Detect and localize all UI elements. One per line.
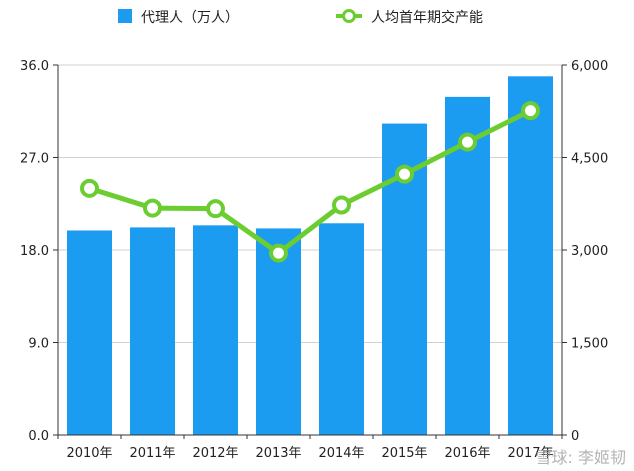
line-point-2012年 — [206, 199, 225, 219]
y-left-tick-label: 0.0 — [28, 429, 49, 444]
y-right-tick-label: 1,500 — [571, 337, 608, 352]
x-tick-label: 2014年 — [318, 446, 364, 461]
line-point-2011年 — [143, 198, 162, 218]
line-series — [80, 101, 540, 263]
line-point-2010年 — [80, 178, 99, 198]
x-tick-label: 2011年 — [129, 446, 175, 461]
legend-label-bar: 代理人（万人） — [141, 10, 239, 26]
line-series-path — [87, 108, 533, 256]
y-right-tick-label: 6,000 — [571, 59, 608, 74]
y-left-tick-label: 9.0 — [28, 337, 49, 352]
axes — [53, 64, 567, 439]
bar-2011年 — [130, 227, 175, 435]
x-tick-label: 2016年 — [444, 446, 490, 461]
watermark: 雪球: 李姬韧 — [536, 448, 626, 467]
line-point-2014年 — [332, 195, 351, 215]
bar-2013年 — [256, 228, 301, 435]
y-right-tick-label: 4,500 — [571, 152, 608, 167]
bar-2014年 — [319, 223, 364, 435]
line-point-2015年 — [395, 164, 414, 184]
legend: 代理人（万人） 人均首年期交产能 — [118, 9, 483, 26]
x-tick-label: 2010年 — [66, 446, 112, 461]
bar-2010年 — [67, 230, 112, 435]
x-tick-label: 2012年 — [192, 446, 238, 461]
watermark-text: 雪球: 李姬韧 — [536, 448, 626, 467]
bar-series — [67, 76, 553, 436]
line-point-2016年 — [458, 132, 477, 152]
legend-marker-line — [342, 9, 356, 23]
y-left-tick-label: 27.0 — [20, 152, 49, 167]
legend-label-line: 人均首年期交产能 — [371, 9, 483, 26]
bar-2017年 — [508, 76, 553, 436]
y-right-tick-label: 3,000 — [571, 244, 608, 259]
bar-2016年 — [445, 96, 490, 435]
y-right-tick-label: 0 — [571, 429, 579, 444]
bar-2012年 — [193, 225, 238, 435]
x-tick-label: 2017年 — [507, 446, 553, 461]
x-tick-label: 2015年 — [381, 446, 427, 461]
y-left-tick-label: 18.0 — [20, 244, 49, 259]
x-tick-label: 2013年 — [255, 446, 301, 461]
line-point-2013年 — [269, 243, 288, 263]
y-left-tick-label: 36.0 — [20, 59, 49, 74]
line-point-2017年 — [521, 101, 540, 121]
legend-swatch-bar — [118, 9, 132, 23]
tick-labels: 0.0 9.0 18.0 27.0 36.0 0 1,500 3,000 4,500 6,000 2… — [20, 59, 608, 461]
